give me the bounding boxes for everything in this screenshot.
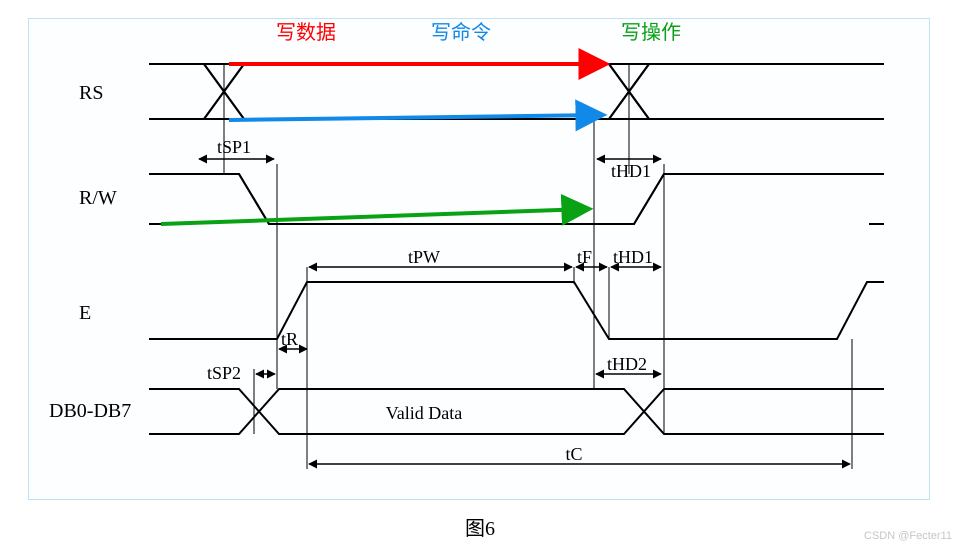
timing-diagram-svg: 写数据 写命令 写操作 RS R/W E DB0-DB7 Valid Data … xyxy=(29,19,929,499)
signal-db xyxy=(149,389,884,434)
figure-caption: 图6 xyxy=(0,512,960,541)
label-tr: tR xyxy=(281,329,298,349)
label-tf: tF xyxy=(577,247,592,267)
label-tsp1: tSP1 xyxy=(217,137,251,157)
label-thd1a: tHD1 xyxy=(611,161,651,181)
label-tpw: tPW xyxy=(408,247,440,267)
label-tsp2: tSP2 xyxy=(207,363,241,383)
label-e: E xyxy=(79,302,91,324)
label-tc: tC xyxy=(565,444,582,464)
signal-rs-top xyxy=(149,64,884,119)
diagram-frame: 写数据 写命令 写操作 RS R/W E DB0-DB7 Valid Data … xyxy=(28,18,930,500)
arrow-green xyxy=(161,209,587,224)
label-db: DB0-DB7 xyxy=(49,400,131,422)
signal-rs xyxy=(149,64,884,119)
label-rs: RS xyxy=(79,82,103,104)
annot-write-data: 写数据 xyxy=(276,21,336,44)
label-rw: R/W xyxy=(79,187,117,209)
label-thd1b: tHD1 xyxy=(613,247,653,267)
annot-write-op: 写操作 xyxy=(621,21,681,44)
signal-rw xyxy=(149,174,884,224)
label-thd2: tHD2 xyxy=(607,354,647,374)
signal-e xyxy=(149,282,884,339)
annot-write-cmd: 写命令 xyxy=(431,21,491,44)
label-valid-data: Valid Data xyxy=(386,403,462,423)
watermark: CSDN @Fecter11 xyxy=(864,530,952,542)
